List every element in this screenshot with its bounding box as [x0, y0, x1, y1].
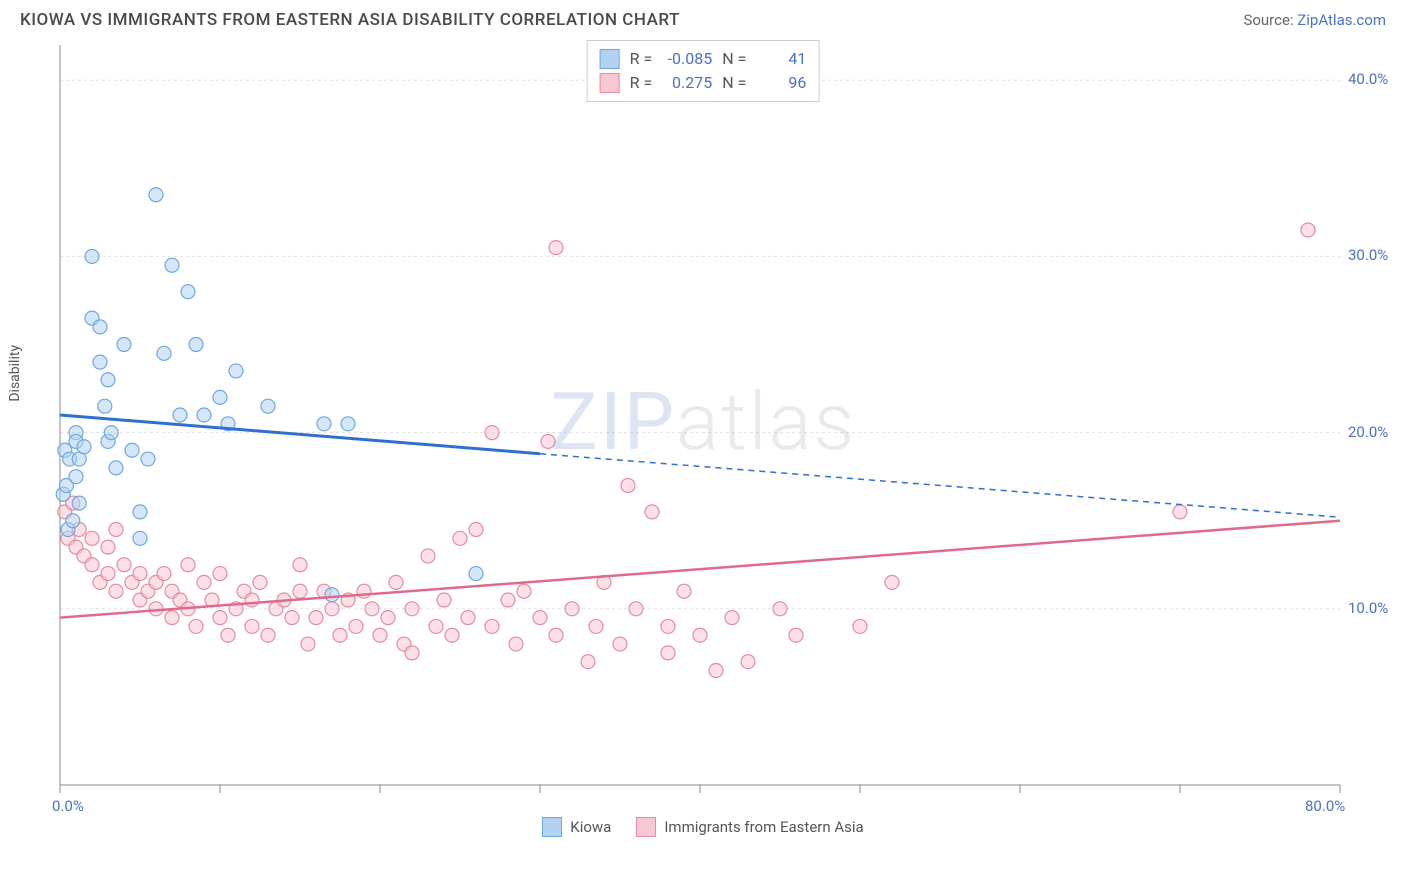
y-tick-label: 20.0%: [1348, 423, 1388, 441]
x-axis-label-left: 0.0%: [52, 797, 84, 815]
chart-header: KIOWA VS IMMIGRANTS FROM EASTERN ASIA DI…: [0, 0, 1406, 35]
source-link[interactable]: ZipAtlas.com: [1297, 11, 1386, 29]
y-tick-label: 10.0%: [1348, 599, 1388, 617]
y-axis-label: Disability: [7, 345, 23, 402]
legend-item-immigrants: Immigrants from Eastern Asia: [636, 817, 863, 837]
legend-swatch-immigrants: [600, 73, 620, 93]
chart-title: KIOWA VS IMMIGRANTS FROM EASTERN ASIA DI…: [20, 10, 680, 30]
legend-item-kiowa: Kiowa: [542, 817, 611, 837]
correlation-legend: R = -0.085 N = 41 R = 0.275 N = 96: [587, 40, 820, 102]
scatter-chart: [20, 35, 1360, 805]
chart-container: Disability ZIPatlas R = -0.085 N = 41 R …: [20, 35, 1386, 809]
series-legend: Kiowa Immigrants from Eastern Asia: [0, 817, 1406, 837]
source-attribution: Source: ZipAtlas.com: [1243, 11, 1386, 29]
legend-swatch-immigrants-bottom: [636, 817, 656, 837]
y-tick-label: 40.0%: [1348, 70, 1388, 88]
y-tick-label: 30.0%: [1348, 246, 1388, 264]
legend-swatch-kiowa-bottom: [542, 817, 562, 837]
legend-row-kiowa: R = -0.085 N = 41: [600, 47, 807, 71]
legend-swatch-kiowa: [600, 49, 620, 69]
legend-row-immigrants: R = 0.275 N = 96: [600, 71, 807, 95]
x-axis-label-right: 80.0%: [1305, 797, 1345, 815]
